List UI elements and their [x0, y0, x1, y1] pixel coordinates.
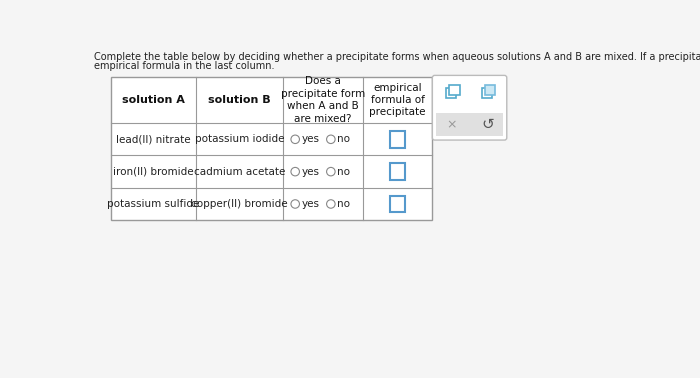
Text: potassium iodide: potassium iodide: [195, 134, 284, 144]
Text: yes: yes: [302, 134, 319, 144]
Text: empirical
formula of
precipitate: empirical formula of precipitate: [370, 83, 426, 118]
Circle shape: [291, 167, 300, 176]
Circle shape: [291, 135, 300, 144]
Bar: [390, 195, 405, 212]
Text: cadmium acetate: cadmium acetate: [194, 167, 285, 177]
Text: no: no: [337, 199, 350, 209]
Text: yes: yes: [302, 199, 319, 209]
Bar: [485, 85, 495, 95]
Circle shape: [327, 200, 335, 208]
Circle shape: [327, 135, 335, 144]
Text: copper(II) bromide: copper(II) bromide: [191, 199, 288, 209]
Text: solution A: solution A: [122, 95, 185, 105]
Bar: [111, 77, 432, 220]
Bar: [390, 163, 405, 180]
Bar: [482, 88, 492, 99]
Text: no: no: [337, 167, 350, 177]
Text: yes: yes: [302, 167, 319, 177]
Text: Complete the table below by deciding whether a precipitate forms when aqueous so: Complete the table below by deciding whe…: [94, 51, 700, 62]
Bar: [436, 113, 503, 136]
Bar: [390, 131, 405, 148]
FancyBboxPatch shape: [433, 75, 507, 140]
Text: ×: ×: [447, 118, 457, 131]
Bar: [447, 88, 456, 99]
Text: solution B: solution B: [208, 95, 271, 105]
Text: potassium sulfide: potassium sulfide: [107, 199, 200, 209]
Bar: [449, 85, 459, 95]
Circle shape: [291, 200, 300, 208]
Text: empirical formula in the last column.: empirical formula in the last column.: [94, 61, 274, 71]
Text: iron(II) bromide: iron(II) bromide: [113, 167, 194, 177]
Text: lead(II) nitrate: lead(II) nitrate: [116, 134, 190, 144]
Text: Does a
precipitate form
when A and B
are mixed?: Does a precipitate form when A and B are…: [281, 76, 365, 124]
Text: no: no: [337, 134, 350, 144]
Circle shape: [327, 167, 335, 176]
Text: ↺: ↺: [481, 117, 493, 132]
